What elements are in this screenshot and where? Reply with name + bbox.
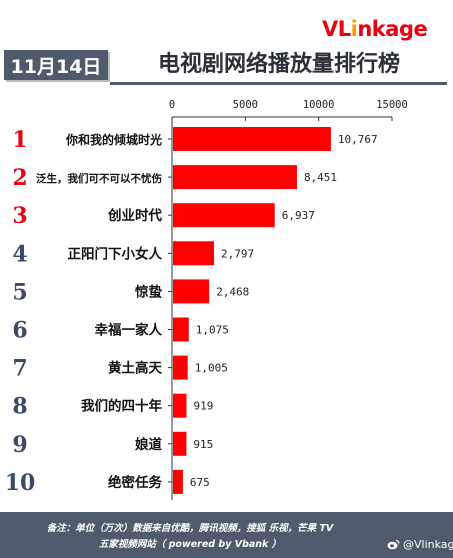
logo-letters-rest: nkage: [357, 17, 428, 41]
data-label: 919: [193, 400, 213, 413]
category-label: 我们的四十年: [81, 398, 162, 415]
weibo-handle: @Vlinkage: [403, 537, 453, 551]
x-tick-label: 10000: [303, 99, 335, 111]
category-label: 正阳门下小女人: [68, 245, 163, 262]
data-label: 8,451: [304, 171, 337, 184]
weibo-watermark: @Vlinkage: [387, 536, 453, 552]
rank-number: 4: [12, 241, 27, 267]
rank-number: 2: [12, 165, 27, 191]
x-tick-label: 0: [169, 99, 175, 111]
rank-number: 8: [12, 394, 27, 420]
x-tick-label: 5000: [233, 99, 258, 111]
bar: [173, 469, 183, 494]
title-underline: [110, 82, 447, 85]
data-label: 2,797: [221, 247, 254, 260]
bar: [173, 165, 297, 190]
category-label: 泛生，我们可不可以不忧伤: [36, 172, 162, 185]
rank-number: 7: [12, 356, 27, 382]
rank-number: 5: [12, 279, 27, 305]
rank-number: 1: [12, 127, 27, 153]
x-axis: 0 5000 10000 15000: [169, 99, 408, 500]
bar: [173, 393, 187, 418]
data-label: 915: [193, 438, 213, 451]
footer-note-line1: 备注：单位（万次）数据来自优酷，腾讯视频，搜狐 乐视，芒果 TV: [46, 523, 334, 534]
category-label: 惊蛰: [134, 283, 162, 300]
rank-number: 6: [12, 318, 27, 344]
footer-note-line2: 五家视频网站（ powered by Vbank ）: [98, 539, 282, 550]
vlinkage-logo: VLinkage: [322, 14, 428, 44]
data-label: 10,767: [338, 133, 378, 146]
rank-number: 3: [12, 203, 27, 229]
date-badge: 11月14日: [4, 50, 108, 80]
category-label: 创业时代: [107, 207, 162, 224]
logo-letter-i: i: [350, 17, 358, 41]
data-label: 1,005: [195, 362, 228, 375]
logo-wordmark: VLinkage: [322, 17, 428, 41]
bar: [173, 431, 187, 456]
bar: [173, 317, 189, 342]
data-label: 2,468: [216, 285, 249, 298]
rank-number: 9: [12, 432, 27, 458]
data-label: 6,937: [282, 209, 315, 222]
bar: [173, 355, 188, 380]
bar: [173, 279, 210, 304]
weibo-icon: [387, 539, 400, 549]
category-label: 黄土高天: [108, 360, 162, 377]
bar: [173, 127, 331, 151]
footer-note: 备注：单位（万次）数据来自优酷，腾讯视频，搜狐 乐视，芒果 TV 五家视频网站（…: [0, 512, 453, 558]
bars: 1 你和我的倾城时光 10,767 2 泛生，我们可不可以不忧伤 8,451 3 创业时代 6,…: [5, 127, 378, 496]
chart-title: 电视剧网络播放量排行榜: [157, 52, 400, 77]
x-tick-label: 15000: [376, 99, 408, 111]
data-label: 675: [190, 476, 210, 489]
logo-letter-v: V: [322, 17, 338, 41]
data-label: 1,075: [196, 324, 229, 337]
bar-chart: 0 5000 10000 15000 1 你和我的倾城时光 10,767 2 泛生，我们可不可…: [5, 99, 408, 500]
logo-letter-l: L: [337, 17, 351, 41]
category-label: 绝密任务: [108, 474, 162, 491]
category-label: 幸福一家人: [95, 322, 163, 339]
category-label: 你和我的倾城时光: [65, 132, 162, 147]
category-label: 娘道: [135, 436, 162, 453]
bar: [173, 203, 275, 228]
bar: [173, 241, 215, 266]
rank-number: 10: [5, 470, 36, 496]
